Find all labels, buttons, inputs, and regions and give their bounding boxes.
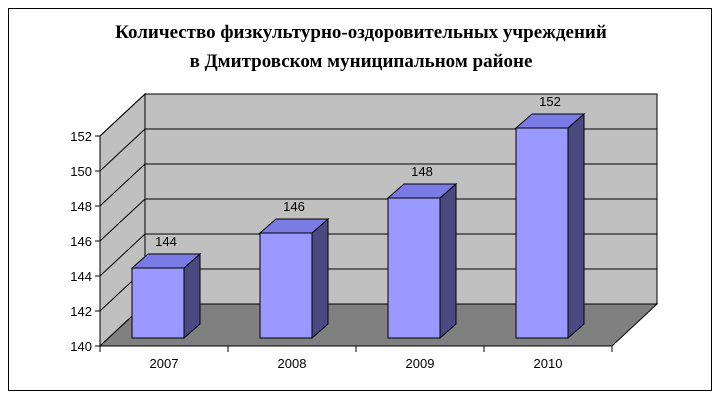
gridline: [99, 233, 657, 277]
chart-title-line1: Количество физкультурно-оздоровительных …: [115, 22, 607, 43]
y-tick-label: 152: [70, 129, 92, 144]
gridline: [99, 128, 657, 172]
bar-2008: [259, 232, 313, 339]
data-label-2010: 152: [539, 94, 561, 109]
data-label-2009: 148: [411, 164, 433, 179]
x-category-label: 2007: [150, 356, 179, 371]
gridline: [99, 93, 657, 137]
y-tick-label: 142: [70, 304, 92, 319]
data-label-2007: 144: [155, 234, 177, 249]
bar-2007: [131, 267, 185, 339]
gridline: [99, 163, 657, 207]
chart-subtitle: в Дмитровском муниципальном районе: [189, 51, 533, 72]
bar-side-2007: [183, 252, 201, 340]
y-tick-label: 150: [70, 164, 92, 179]
bar-2009: [387, 197, 441, 339]
gridline: [99, 198, 657, 242]
x-category-label: 2009: [406, 356, 435, 371]
y-tick-label: 140: [70, 339, 92, 354]
chart-title: Количество физкультурно-оздоровительных …: [0, 18, 722, 76]
x-category-label: 2008: [278, 356, 307, 371]
y-tick-label: 146: [70, 234, 92, 249]
bar-side-2009: [439, 182, 457, 340]
bar-side-2010: [567, 112, 585, 340]
y-tick-label: 148: [70, 199, 92, 214]
plot-area: 140 142 144 146 148 150 152 144 2007 146 2008 148 20…: [70, 92, 659, 371]
data-label-2008: 146: [283, 199, 305, 214]
bar-side-2008: [311, 217, 329, 340]
bar-2010: [515, 127, 569, 339]
x-category-label: 2010: [534, 356, 563, 371]
y-tick-label: 144: [70, 269, 92, 284]
